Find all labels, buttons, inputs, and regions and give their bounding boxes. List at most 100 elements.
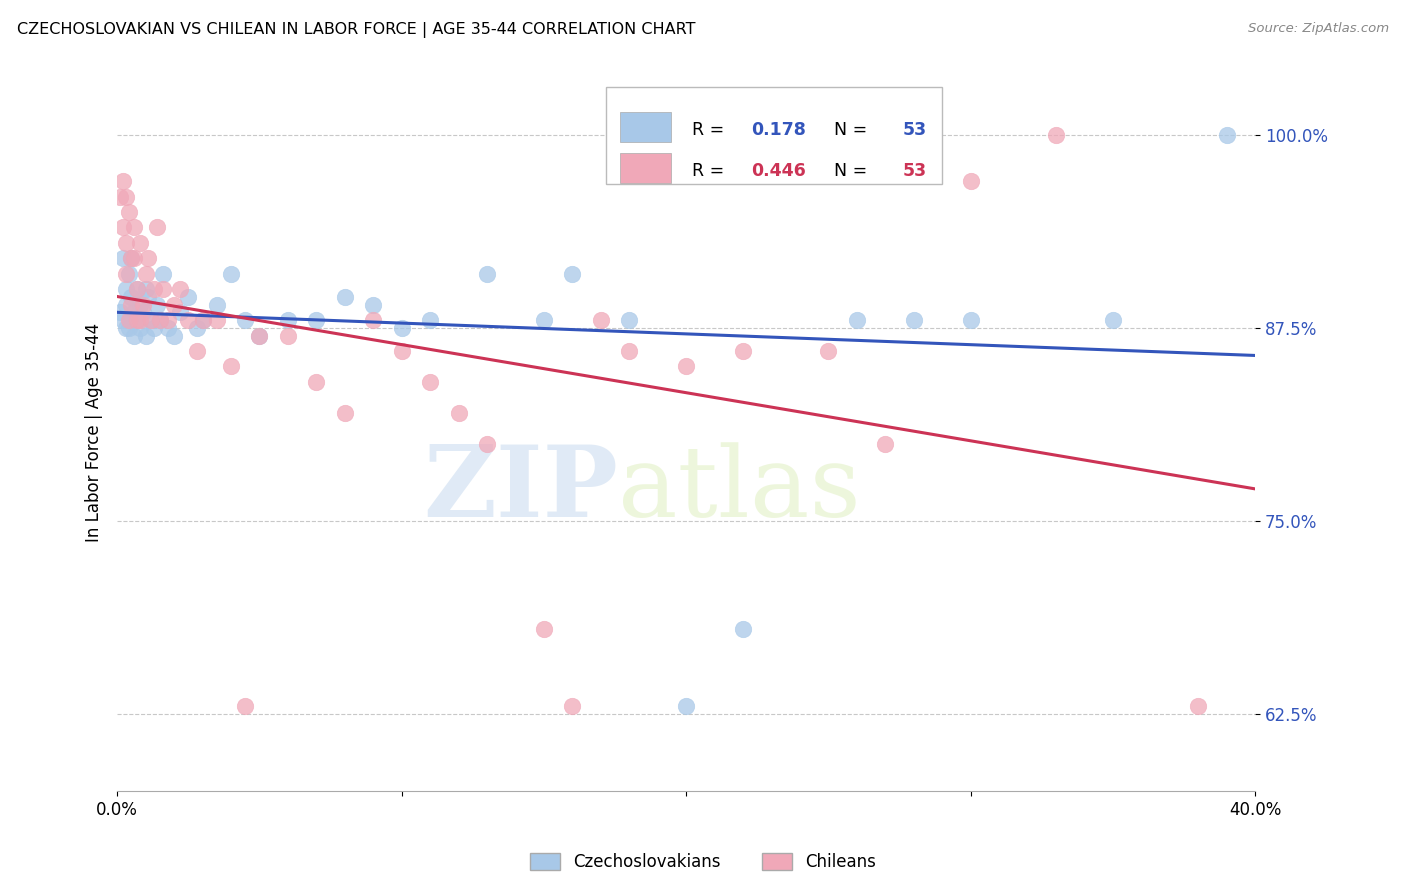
Point	[122, 220, 145, 235]
Point	[122, 252, 145, 266]
Point	[533, 313, 555, 327]
Point	[129, 235, 152, 250]
Point	[135, 267, 157, 281]
Text: CZECHOSLOVAKIAN VS CHILEAN IN LABOR FORCE | AGE 35-44 CORRELATION CHART: CZECHOSLOVAKIAN VS CHILEAN IN LABOR FORC…	[17, 22, 696, 38]
Point	[845, 313, 868, 327]
Point	[1101, 313, 1123, 327]
Point	[132, 305, 155, 319]
Point	[177, 313, 200, 327]
Point	[561, 267, 583, 281]
Point	[169, 282, 191, 296]
Text: ZIP: ZIP	[423, 442, 617, 538]
Point	[114, 282, 136, 296]
FancyBboxPatch shape	[620, 112, 671, 142]
Point	[163, 328, 186, 343]
FancyBboxPatch shape	[606, 87, 942, 185]
Point	[619, 344, 641, 359]
Point	[731, 344, 754, 359]
Point	[114, 189, 136, 203]
Point	[122, 305, 145, 319]
Point	[120, 298, 142, 312]
Point	[475, 436, 498, 450]
Point	[114, 235, 136, 250]
Text: 53: 53	[903, 121, 927, 139]
Point	[1215, 128, 1237, 142]
Point	[1187, 699, 1209, 714]
Point	[152, 282, 174, 296]
Point	[122, 328, 145, 343]
Point	[138, 290, 160, 304]
Point	[277, 313, 299, 327]
Point	[475, 267, 498, 281]
Point	[959, 174, 981, 188]
Point	[157, 321, 180, 335]
Point	[141, 313, 163, 327]
Point	[120, 252, 142, 266]
Text: 0.446: 0.446	[751, 161, 806, 180]
Point	[959, 313, 981, 327]
Point	[875, 436, 897, 450]
Point	[129, 313, 152, 327]
Point	[277, 328, 299, 343]
Point	[114, 298, 136, 312]
Point	[205, 298, 228, 312]
Point	[135, 282, 157, 296]
Point	[169, 305, 191, 319]
Point	[219, 359, 242, 374]
Point	[108, 189, 131, 203]
Point	[191, 313, 214, 327]
Point	[333, 290, 356, 304]
Point	[391, 321, 413, 335]
Point	[114, 267, 136, 281]
Point	[249, 328, 271, 343]
Point	[533, 622, 555, 636]
Point	[111, 220, 134, 235]
Text: N =: N =	[823, 161, 872, 180]
Point	[127, 282, 149, 296]
Point	[163, 298, 186, 312]
Point	[117, 267, 139, 281]
Point	[419, 375, 441, 389]
Legend: Czechoslovakians, Chileans: Czechoslovakians, Chileans	[522, 845, 884, 880]
Point	[143, 282, 166, 296]
Point	[111, 174, 134, 188]
Point	[361, 298, 384, 312]
Point	[333, 406, 356, 420]
Point	[817, 344, 839, 359]
Point	[305, 375, 328, 389]
Point	[135, 328, 157, 343]
Point	[111, 252, 134, 266]
Point	[205, 313, 228, 327]
Point	[675, 359, 697, 374]
Point	[589, 313, 612, 327]
Point	[120, 313, 142, 327]
Text: R =: R =	[692, 161, 730, 180]
Point	[120, 290, 142, 304]
Text: atlas: atlas	[617, 442, 860, 538]
Point	[149, 313, 172, 327]
Point	[108, 305, 131, 319]
Point	[111, 313, 134, 327]
Point	[117, 321, 139, 335]
Point	[447, 406, 470, 420]
Point	[127, 313, 149, 327]
Point	[219, 267, 242, 281]
FancyBboxPatch shape	[620, 153, 671, 183]
Point	[149, 313, 172, 327]
Point	[177, 290, 200, 304]
Point	[233, 313, 256, 327]
Point	[127, 282, 149, 296]
Point	[132, 298, 155, 312]
Y-axis label: In Labor Force | Age 35-44: In Labor Force | Age 35-44	[86, 323, 103, 541]
Point	[361, 313, 384, 327]
Point	[120, 252, 142, 266]
Point	[305, 313, 328, 327]
Point	[146, 220, 169, 235]
Point	[141, 313, 163, 327]
Point	[903, 313, 925, 327]
Text: Source: ZipAtlas.com: Source: ZipAtlas.com	[1249, 22, 1389, 36]
Point	[146, 298, 169, 312]
Point	[127, 313, 149, 327]
Point	[152, 267, 174, 281]
Point	[129, 298, 152, 312]
